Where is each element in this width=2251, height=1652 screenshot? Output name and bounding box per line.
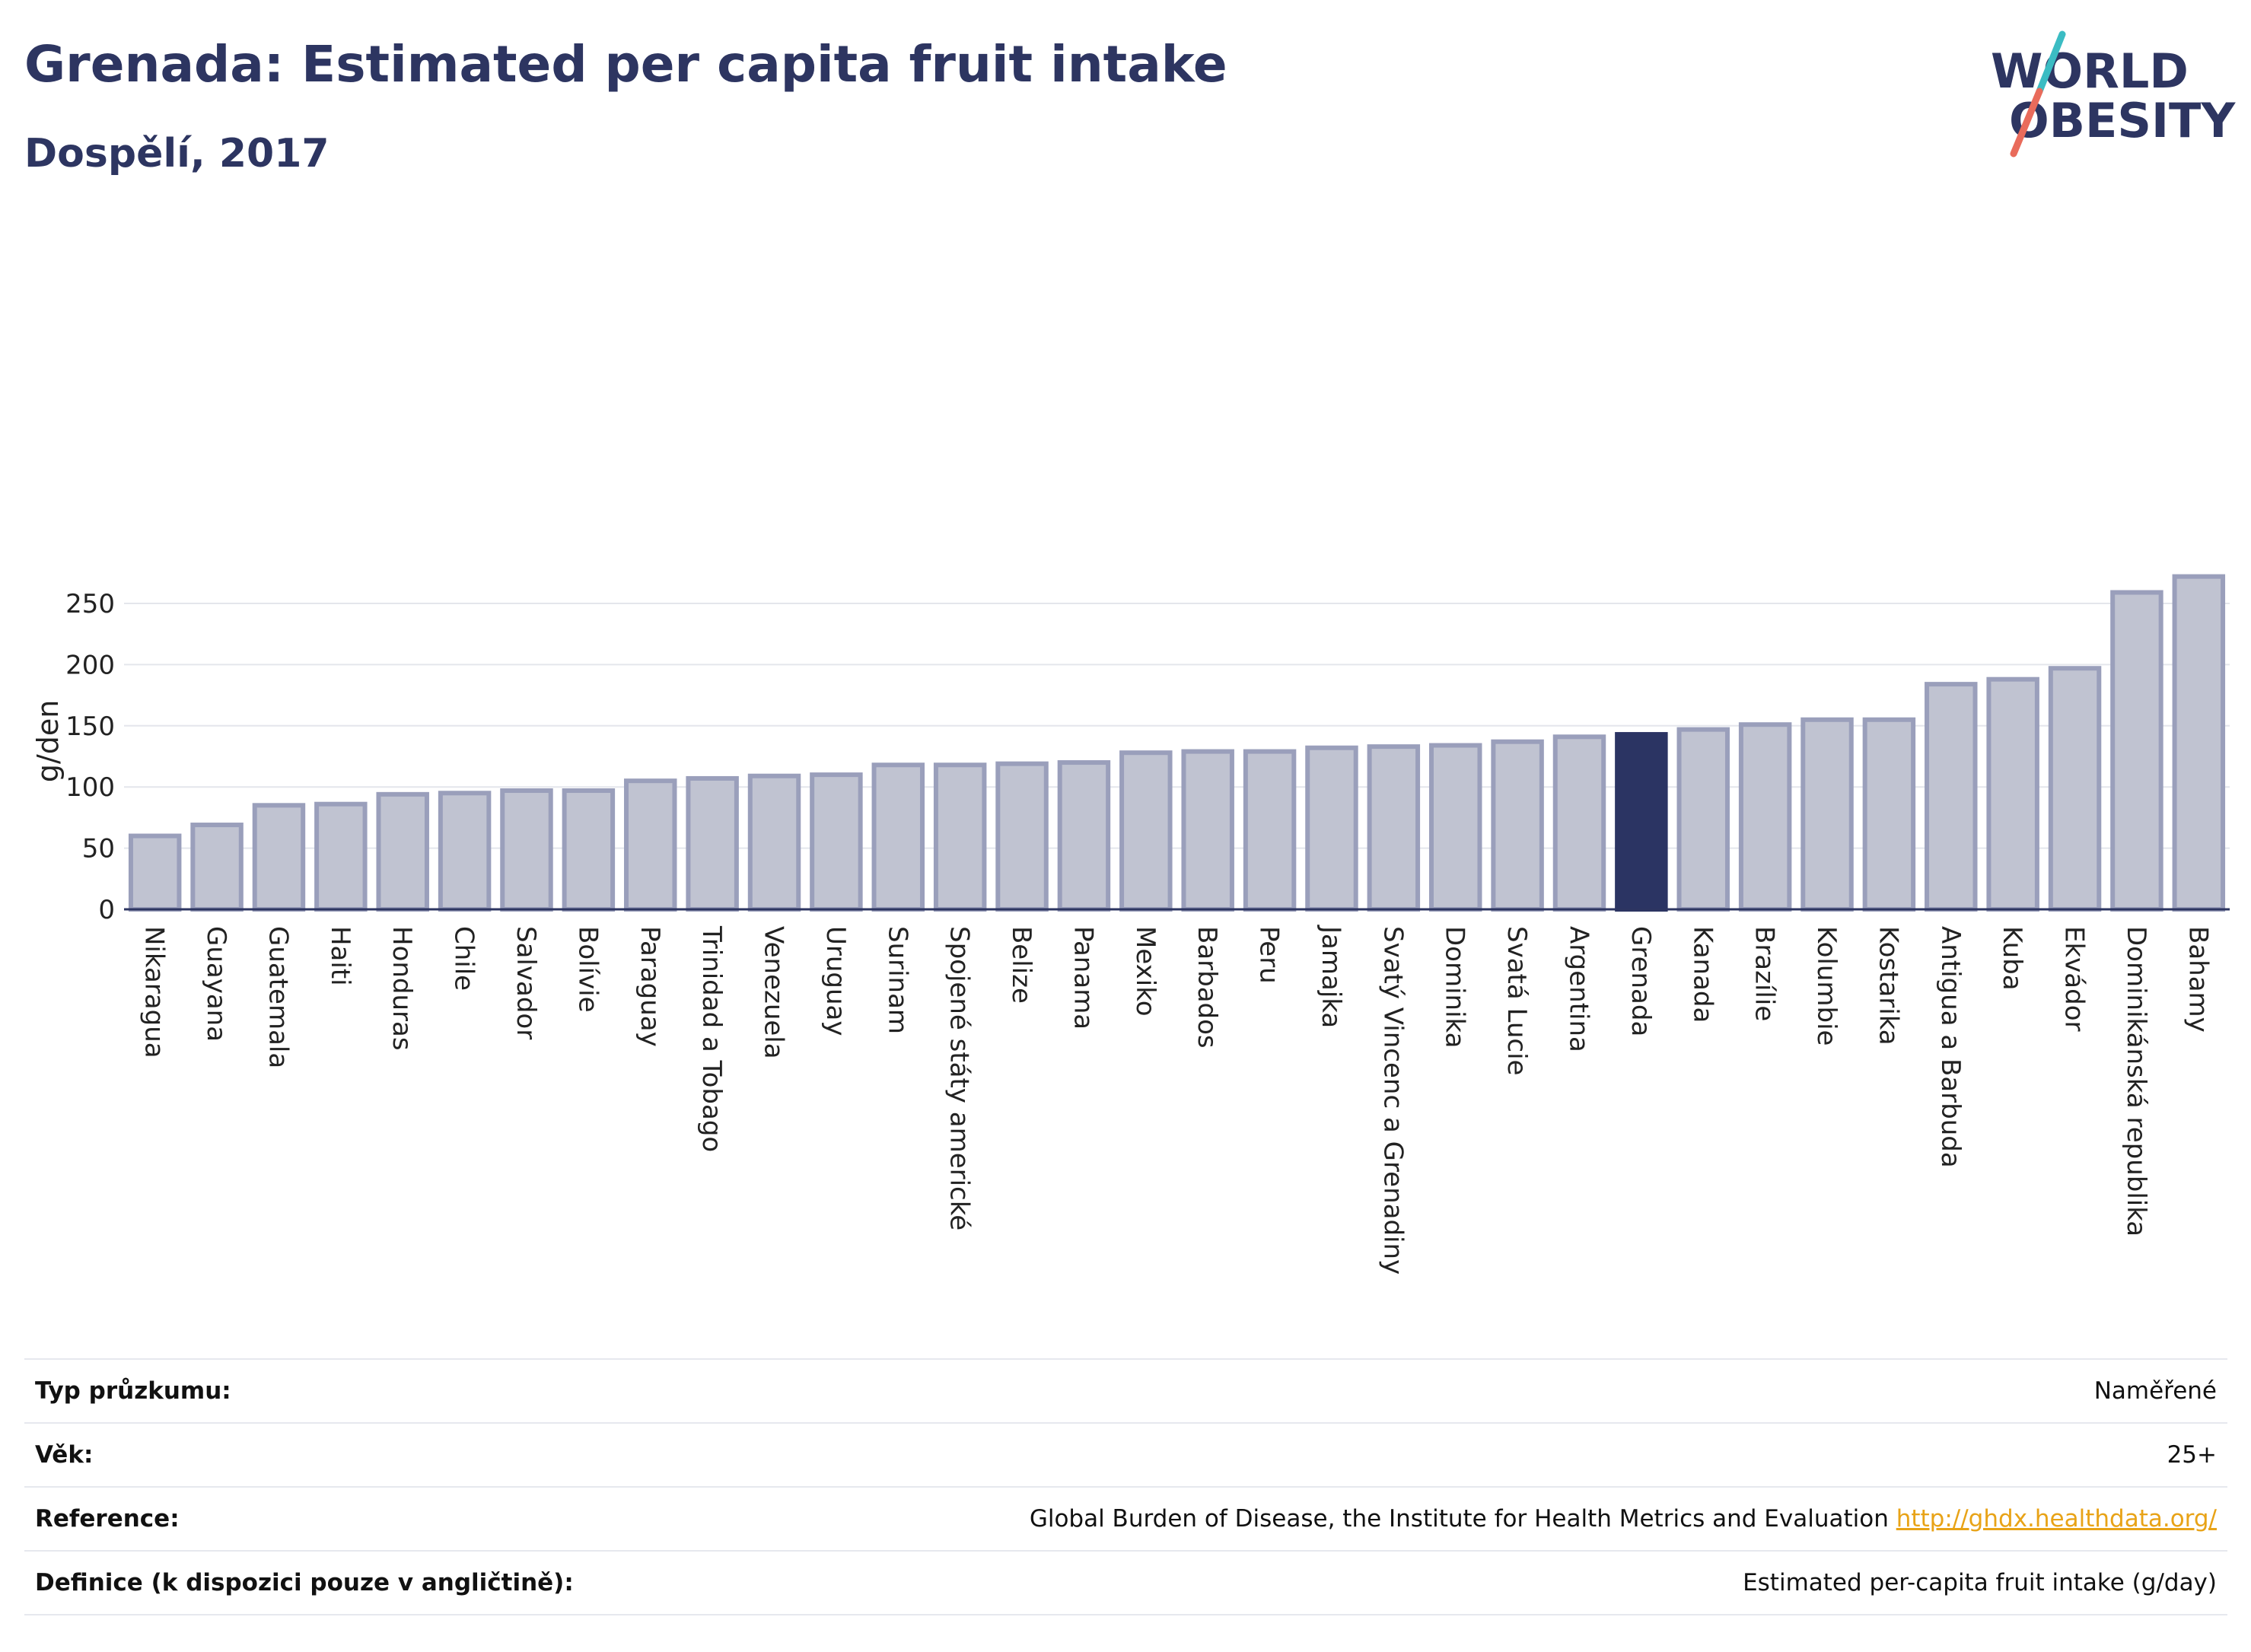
x-category-label: Panama: [1068, 926, 1098, 1030]
x-category-label: Bahamy: [2183, 926, 2213, 1033]
x-category-label: Ekvádor: [2059, 926, 2090, 1032]
logo-line2: OBESITY: [2009, 93, 2236, 148]
x-category-label: Paraguay: [635, 926, 665, 1047]
info-row-reference: Reference: Global Burden of Disease, the…: [24, 1486, 2227, 1550]
bar-svatá-lucie: [1491, 739, 1544, 912]
info-value-reference: Global Burden of Disease, the Institute …: [1030, 1505, 2217, 1533]
y-tick-label: 150: [65, 711, 115, 742]
info-key: Typ průzkumu:: [35, 1377, 231, 1405]
bar-surinam: [871, 762, 925, 912]
bar-kanada: [1676, 727, 1730, 912]
x-category-label: Nikaragua: [139, 926, 170, 1058]
x-category-label: Argentina: [1563, 926, 1594, 1052]
bar-barbados: [1181, 749, 1234, 912]
x-category-label: Mexiko: [1130, 926, 1161, 1017]
info-value: Naměřené: [2093, 1377, 2217, 1405]
bar-bahamy: [2172, 574, 2226, 912]
bar-brazílie: [1738, 722, 1792, 912]
bar-mexiko: [1119, 750, 1173, 912]
info-table: Typ průzkumu: Naměřené Věk: 25+ Referenc…: [24, 1358, 2227, 1615]
y-axis-title: g/den: [31, 700, 65, 783]
bar-uruguay: [810, 772, 863, 912]
bar-ekvádor: [2048, 666, 2102, 912]
x-category-label: Honduras: [387, 926, 417, 1051]
x-category-label: Jamajka: [1316, 925, 1346, 1028]
bar-venezuela: [747, 773, 801, 912]
y-tick-label: 0: [98, 895, 115, 925]
bar-paraguay: [624, 778, 677, 912]
bar-spojené-státy-americké: [933, 762, 987, 912]
y-tick-label: 200: [65, 650, 115, 680]
info-key: Věk:: [35, 1441, 94, 1469]
bar-argentina: [1552, 734, 1606, 912]
x-category-label: Venezuela: [759, 926, 789, 1059]
x-category-label: Haiti: [325, 926, 355, 986]
bar-chart: 0 50 100 150 200 250 Nikaragua Guayana Guatemal…: [31, 574, 2230, 1275]
x-category-label: Brazílie: [1750, 926, 1780, 1021]
logo-line1: WORLD: [1991, 43, 2189, 99]
bar-haiti: [314, 801, 368, 912]
x-category-label: Svatá Lucie: [1501, 926, 1532, 1075]
bar-bolívie: [562, 788, 616, 912]
x-category-label: Dominika: [1440, 926, 1470, 1048]
bar-kostarika: [1862, 717, 1916, 912]
reference-text: Global Burden of Disease, the Institute …: [1029, 1505, 1896, 1533]
x-category-label: Kuba: [1997, 926, 2027, 991]
bar-antigua-a-barbuda: [1925, 682, 1978, 912]
x-category-label: Belize: [1006, 926, 1036, 1004]
x-category-label: Barbados: [1192, 926, 1222, 1049]
x-category-label: Kanada: [1687, 926, 1718, 1023]
y-tick-label: 250: [65, 589, 115, 619]
x-category-label: Guayana: [201, 926, 231, 1042]
y-tick-label: 100: [65, 772, 115, 803]
bar-dominika: [1428, 743, 1482, 912]
info-key: Reference:: [35, 1505, 180, 1533]
x-category-label: Dominikánská republika: [2121, 926, 2151, 1237]
bar-panama: [1057, 760, 1111, 912]
bar-trinidad-a-tobago: [686, 775, 739, 912]
x-category-label: Guatemala: [263, 926, 293, 1068]
bar-grenada: [1615, 732, 1668, 912]
x-category-label: Uruguay: [820, 926, 851, 1036]
x-category-label: Trinidad a Tobago: [696, 925, 727, 1152]
bar-kolumbie: [1800, 717, 1854, 912]
x-category-label: Chile: [449, 926, 479, 991]
x-category-label: Kostarika: [1873, 926, 1903, 1046]
bar-salvador: [500, 788, 553, 912]
bar-guatemala: [252, 803, 306, 912]
x-category-label: Antigua a Barbuda: [1935, 926, 1966, 1168]
chart-title: Grenada: Estimated per capita fruit inta…: [24, 35, 1227, 94]
x-category-labels: Nikaragua Guayana Guatemala Haiti Honduras Ch…: [139, 925, 2214, 1275]
bars: [128, 574, 2226, 912]
bar-guayana: [190, 823, 244, 912]
info-row-definition: Definice (k dispozici pouze v angličtině…: [24, 1550, 2227, 1615]
bar-chile: [438, 791, 492, 912]
y-tick-labels: 0 50 100 150 200 250: [65, 589, 115, 925]
x-category-label: Kolumbie: [1811, 926, 1842, 1046]
reference-link[interactable]: http://ghdx.healthdata.org/: [1896, 1505, 2217, 1533]
bar-kuba: [1986, 676, 2039, 912]
x-category-label: Surinam: [882, 926, 912, 1034]
chart-subtitle: Dospělí, 2017: [24, 131, 330, 177]
info-value: Estimated per-capita fruit intake (g/day…: [1743, 1569, 2217, 1596]
x-category-label: Svatý Vincenc a Grenadiny: [1377, 926, 1408, 1275]
bar-dominikánská-republika: [2110, 590, 2163, 912]
info-value: 25+: [2167, 1441, 2217, 1469]
x-category-label: Bolívie: [572, 926, 603, 1013]
bar-honduras: [376, 791, 429, 912]
world-obesity-logo: WORLD OBESITY: [1991, 30, 2236, 158]
info-row-survey-type: Typ průzkumu: Naměřené: [24, 1358, 2227, 1422]
x-category-label: Peru: [1254, 926, 1285, 984]
info-row-age: Věk: 25+: [24, 1422, 2227, 1486]
info-key: Definice (k dispozici pouze v angličtině…: [35, 1569, 574, 1596]
bar-jamajka: [1305, 745, 1358, 912]
bar-peru: [1243, 749, 1297, 912]
x-category-label: Spojené státy americké: [944, 926, 975, 1230]
y-tick-label: 50: [82, 834, 115, 864]
bar-nikaragua: [128, 833, 182, 912]
x-category-label: Salvador: [511, 926, 541, 1039]
x-category-label: Grenada: [1625, 926, 1656, 1036]
bar-svatý-vincenc-a-grenadiny: [1367, 744, 1421, 912]
bar-belize: [995, 761, 1049, 912]
